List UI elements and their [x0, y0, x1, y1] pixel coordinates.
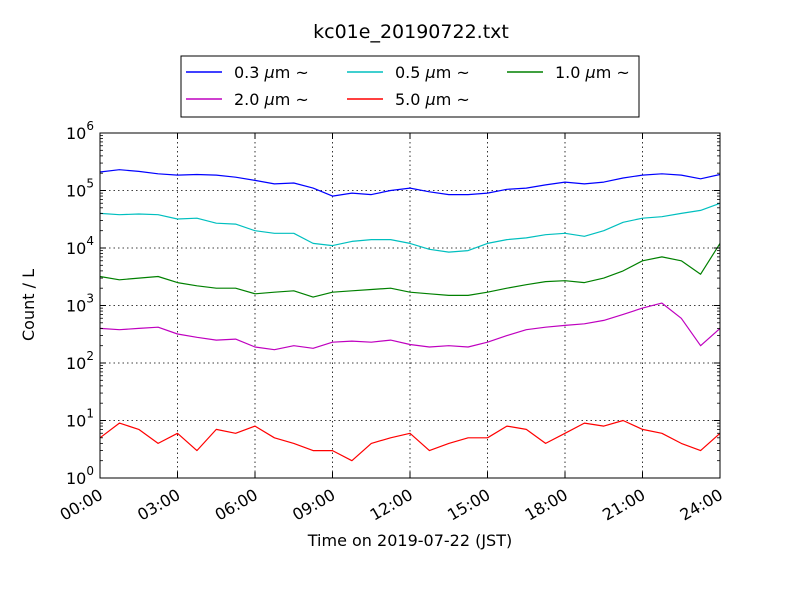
y-tick-label: 101	[66, 407, 94, 431]
x-tick-label: 24:00	[677, 485, 726, 525]
y-tick-label: 103	[66, 292, 94, 316]
y-tick-labels: 100 101 102 103 104 105 106	[66, 119, 94, 488]
x-tick-label: 00:00	[57, 485, 106, 525]
data-lines	[99, 169, 721, 462]
legend-label-2: 0.5 μm ~	[395, 63, 470, 82]
legend-label-1: 0.3 μm ~	[234, 63, 309, 82]
gridlines	[100, 133, 720, 478]
series-line-3	[99, 243, 721, 298]
y-tick-label: 105	[66, 177, 94, 201]
series-line-1	[99, 169, 721, 197]
x-tick-label: 12:00	[367, 485, 416, 525]
legend-label-3: 1.0 μm ~	[555, 63, 630, 82]
legend-label-5: 5.0 μm ~	[395, 90, 470, 109]
y-axis-label: Count / L	[19, 269, 38, 341]
series-line-4	[99, 302, 721, 351]
y-tick-label: 104	[66, 234, 94, 258]
legend-box	[180, 55, 640, 118]
series-line-2	[99, 202, 721, 253]
x-tick-label: 15:00	[444, 485, 493, 525]
tick-marks	[99, 132, 721, 479]
y-tick-label: 100	[66, 464, 94, 488]
series-line-5	[99, 419, 721, 462]
x-axis-label: Time on 2019-07-22 (JST)	[307, 531, 512, 550]
legend-label-4: 2.0 μm ~	[234, 90, 309, 109]
chart-title: kc01e_20190722.txt	[313, 21, 509, 43]
legend: 0.3 μm ~ 0.5 μm ~ 1.0 μm ~ 2.0 μm ~ 5.0 μm ~	[180, 55, 640, 118]
y-tick-label: 106	[66, 119, 94, 143]
x-tick-label: 18:00	[522, 485, 571, 525]
y-tick-label: 102	[66, 349, 94, 373]
x-tick-label: 06:00	[212, 485, 261, 525]
x-tick-labels: 00:00 03:00 06:00 09:00 12:00 15:00 18:00 21:00…	[57, 485, 726, 525]
x-tick-label: 21:00	[599, 485, 648, 525]
x-tick-label: 03:00	[134, 485, 183, 525]
x-tick-label: 09:00	[289, 485, 338, 525]
